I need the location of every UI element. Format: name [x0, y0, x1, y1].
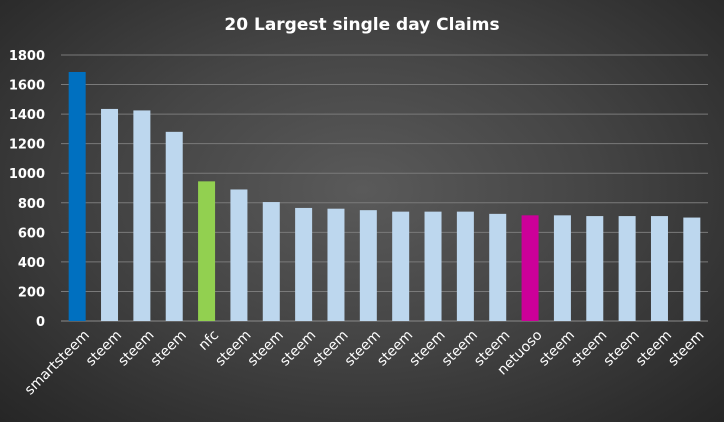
- x-category-label: smartsteem: [22, 327, 93, 398]
- y-tick-label: 1000: [9, 167, 45, 182]
- x-category-label: steem: [115, 327, 157, 369]
- x-category-label: steem: [406, 327, 448, 369]
- x-category-label: steem: [309, 327, 351, 369]
- y-tick-label: 1600: [9, 79, 45, 94]
- x-category-label: steem: [83, 327, 125, 369]
- y-tick-label: 400: [18, 256, 45, 271]
- y-tick-label: 800: [18, 197, 45, 212]
- bars: [68, 71, 701, 322]
- bar-steem: [230, 189, 248, 321]
- bar-smartsteem: [68, 71, 86, 321]
- bar-steem: [295, 207, 313, 321]
- y-tick-label: 1200: [9, 138, 45, 153]
- x-category-label: nfc: [196, 327, 223, 354]
- y-tick-label: 600: [18, 226, 45, 241]
- chart-title: 20 Largest single day Claims: [224, 15, 499, 35]
- bar-steem: [133, 110, 151, 322]
- bar-steem: [456, 211, 474, 321]
- x-category-label: steem: [536, 327, 578, 369]
- bar-steem: [650, 216, 668, 321]
- bar-steem: [359, 210, 377, 321]
- x-category-label: steem: [568, 327, 610, 369]
- bar-steem: [489, 213, 507, 321]
- y-tick-label: 1800: [9, 49, 45, 64]
- bar-steem: [618, 216, 636, 321]
- bar-netuoso: [521, 215, 539, 321]
- bar-nfc: [198, 181, 216, 321]
- x-category-label: steem: [439, 327, 481, 369]
- x-category-label: steem: [665, 327, 707, 369]
- x-category-label: steem: [601, 327, 643, 369]
- gridlines: [61, 54, 708, 322]
- x-category-label: steem: [148, 327, 190, 369]
- x-category-label: steem: [212, 327, 254, 369]
- bar-steem: [262, 202, 280, 321]
- x-category-label: steem: [374, 327, 416, 369]
- bar-steem: [392, 211, 410, 321]
- y-axis-ticks: 0 200 400 600 800 1000 1200 1400 1600 1800: [9, 49, 45, 330]
- bar-steem: [424, 211, 442, 321]
- y-tick-label: 0: [36, 315, 45, 330]
- bar-steem: [586, 216, 604, 321]
- bar-steem: [165, 131, 183, 321]
- y-tick-label: 200: [18, 285, 45, 300]
- x-category-label: steem: [245, 327, 287, 369]
- x-category-label: steem: [633, 327, 675, 369]
- bar-steem: [553, 215, 571, 321]
- y-tick-label: 1400: [9, 108, 45, 123]
- bar-steem: [683, 217, 701, 321]
- bar-steem: [327, 208, 345, 321]
- x-category-label: steem: [342, 327, 384, 369]
- x-category-label: steem: [277, 327, 319, 369]
- bar-steem: [101, 108, 119, 321]
